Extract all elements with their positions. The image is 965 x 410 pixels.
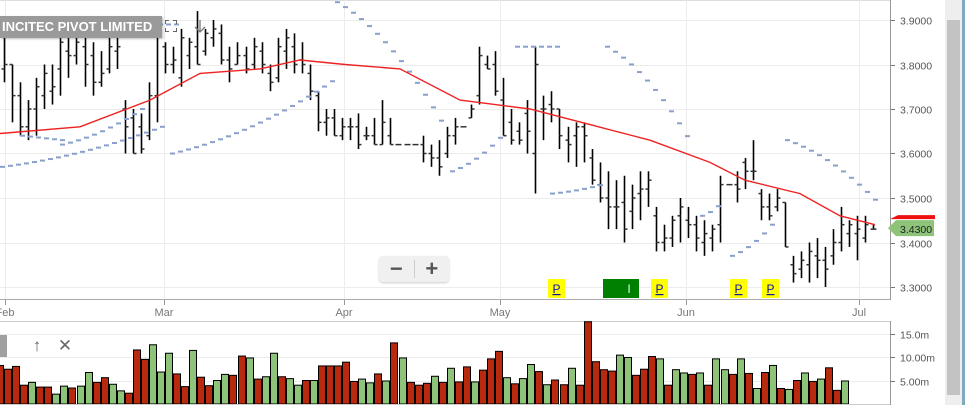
zoom-divider — [413, 260, 415, 278]
svg-text:P: P — [766, 282, 774, 296]
event-marker-pivot[interactable]: P — [730, 279, 747, 298]
zoom-out-button[interactable]: − — [389, 256, 403, 281]
month-label: Apr — [335, 307, 352, 319]
event-marker-pivot[interactable]: P — [762, 279, 779, 298]
price-tick-label: 3.3000 — [900, 283, 932, 295]
volume-tick-label: 10.00m — [900, 353, 935, 365]
price-tick-label: 3.6000 — [900, 149, 932, 161]
pane-drag-handle[interactable] — [0, 335, 7, 357]
volume-tick-label: 5.00m — [900, 377, 929, 389]
price-tick-label: 3.8000 — [900, 61, 932, 73]
svg-text:P: P — [655, 282, 663, 296]
price-tick-label: 3.9000 — [900, 16, 932, 28]
moving-average-line — [0, 59, 876, 226]
fullscreen-icon[interactable] — [164, 19, 178, 33]
window-edge — [962, 0, 965, 405]
price-tick-label: 3.5000 — [900, 194, 932, 206]
current-price-label: 3.4300 — [900, 224, 932, 236]
event-marker-pivot[interactable]: P — [651, 279, 668, 298]
svg-text:I: I — [627, 282, 630, 296]
current-price-badge — [888, 220, 934, 237]
volume-pane-controls: ↑ ✕ — [0, 333, 79, 359]
price-tick-label: 3.4000 — [900, 239, 932, 251]
month-label: May — [490, 307, 511, 319]
move-up-button[interactable]: ↑ — [32, 336, 42, 355]
price-tick-label: 3.7000 — [900, 105, 932, 117]
month-label: Jul — [852, 307, 866, 319]
svg-text:P: P — [734, 282, 742, 296]
volume-tick-label: 15.0m — [900, 330, 929, 342]
scrollbar-thumb[interactable] — [947, 20, 960, 395]
event-marker-info[interactable]: I — [603, 279, 639, 298]
current-price-marker-line — [890, 215, 935, 220]
month-label: Jun — [677, 307, 695, 319]
zoom-in-button[interactable]: + — [425, 256, 439, 281]
svg-text:P: P — [552, 282, 560, 296]
close-volume-button[interactable]: ✕ — [57, 336, 73, 355]
arrow-down-icon[interactable] — [194, 20, 206, 34]
month-label: Mar — [155, 307, 174, 319]
month-label: Feb — [0, 307, 14, 319]
ohlc-bars — [1, 11, 877, 287]
zoom-controls: − + — [379, 256, 449, 282]
event-marker-pivot[interactable]: P — [548, 279, 565, 298]
chart-title-badge: INCITEC PIVOT LIMITED — [0, 16, 163, 38]
